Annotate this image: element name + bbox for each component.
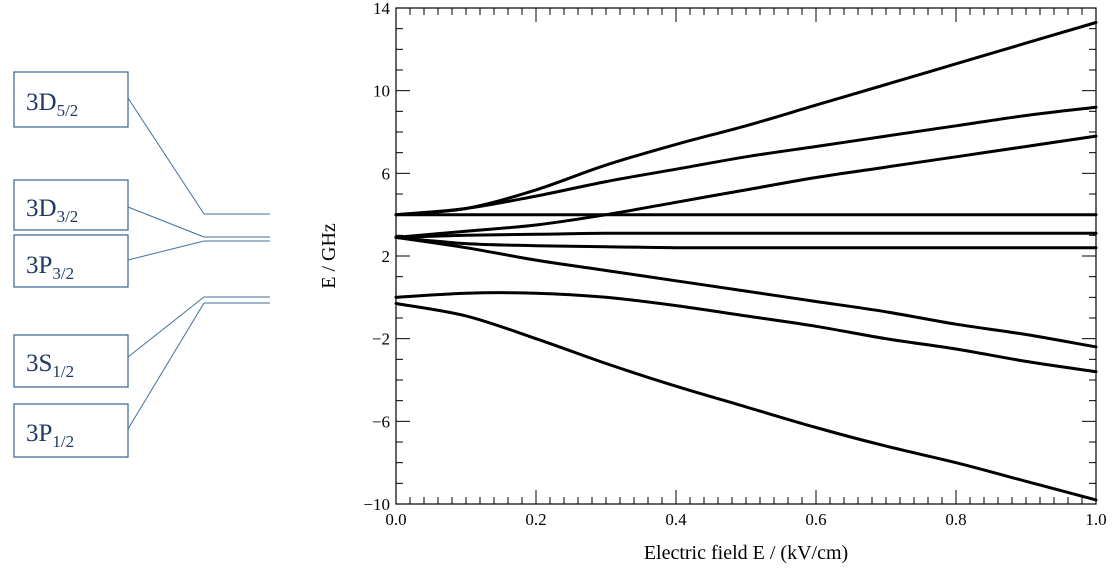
plot-frame — [395, 7, 1097, 505]
axis-ticks: 0.0 0.2 0.4 0.6 0.8 1.0 −10 −6 −2 2 6 10 14 — [363, 0, 1106, 529]
svg-text:3S1/2: 3S1/2 — [26, 350, 74, 381]
y-tick-label: −10 — [363, 495, 390, 514]
level-box-3p12: 3P1/2 — [13, 403, 129, 458]
x-tick-label: 0.2 — [525, 510, 546, 529]
connector-3p32 — [127, 240, 205, 261]
connector-3d52 — [127, 97, 205, 215]
level-3d52-sub: 5/2 — [57, 101, 79, 120]
energy-curves — [394, 21, 1098, 502]
energy-curve-8 — [394, 291, 1098, 374]
energy-chart: 0.0 0.2 0.4 0.6 0.8 1.0 −10 −6 −2 2 6 10 14 Electric… — [318, 0, 1107, 564]
level-box-3d52: 3D5/2 — [13, 71, 129, 128]
y-tick-label: −6 — [372, 412, 390, 431]
x-axis-label: Electric field E / (kV/cm) — [644, 542, 848, 564]
level-3p12-base: 3P — [26, 420, 52, 447]
energy-curve-2 — [394, 105, 1098, 217]
y-tick-label: 14 — [373, 0, 391, 18]
level-3s12-base: 3S — [26, 350, 52, 377]
level-3d32-base: 3D — [26, 195, 57, 222]
level-box-3p32: 3P3/2 — [13, 234, 129, 288]
connector-3d32 — [127, 206, 205, 238]
svg-text:3P1/2: 3P1/2 — [26, 420, 74, 451]
level-3p12-sub: 1/2 — [52, 432, 74, 451]
connector-3p12 — [127, 302, 205, 430]
svg-text:3P3/2: 3P3/2 — [26, 252, 74, 283]
level-3d32-sub: 3/2 — [57, 207, 79, 226]
y-tick-label: −2 — [372, 330, 390, 349]
x-tick-label: 1.0 — [1085, 510, 1106, 529]
energy-curve-5 — [394, 231, 1098, 239]
y-tick-label: 10 — [373, 82, 390, 101]
svg-text:3D5/2: 3D5/2 — [26, 89, 78, 120]
level-box-3s12: 3S1/2 — [13, 334, 129, 388]
energy-curve-1 — [394, 21, 1098, 217]
level-3d52-base: 3D — [26, 89, 57, 116]
svg-text:3D3/2: 3D3/2 — [26, 195, 78, 226]
level-diagram: 3D5/2 3D3/2 3P3/2 3S1/2 3P1/2 — [13, 71, 270, 458]
level-3p32-sub: 3/2 — [52, 264, 74, 283]
x-tick-label: 0.8 — [945, 510, 966, 529]
level-box-3d32: 3D3/2 — [13, 179, 129, 231]
y-tick-label: 6 — [382, 164, 391, 183]
y-axis-label: E / GHz — [318, 223, 340, 289]
y-tick-label: 2 — [382, 247, 391, 266]
x-tick-label: 0.0 — [385, 510, 406, 529]
connector-3s12 — [127, 296, 205, 358]
energy-curve-6 — [394, 235, 1098, 250]
level-3p32-base: 3P — [26, 252, 52, 279]
x-tick-label: 0.4 — [665, 510, 687, 529]
energy-curve-7 — [394, 235, 1098, 349]
x-tick-label: 0.6 — [805, 510, 826, 529]
energy-curve-3 — [394, 134, 1098, 239]
energy-curve-9 — [394, 302, 1098, 502]
level-3s12-sub: 1/2 — [52, 362, 74, 381]
